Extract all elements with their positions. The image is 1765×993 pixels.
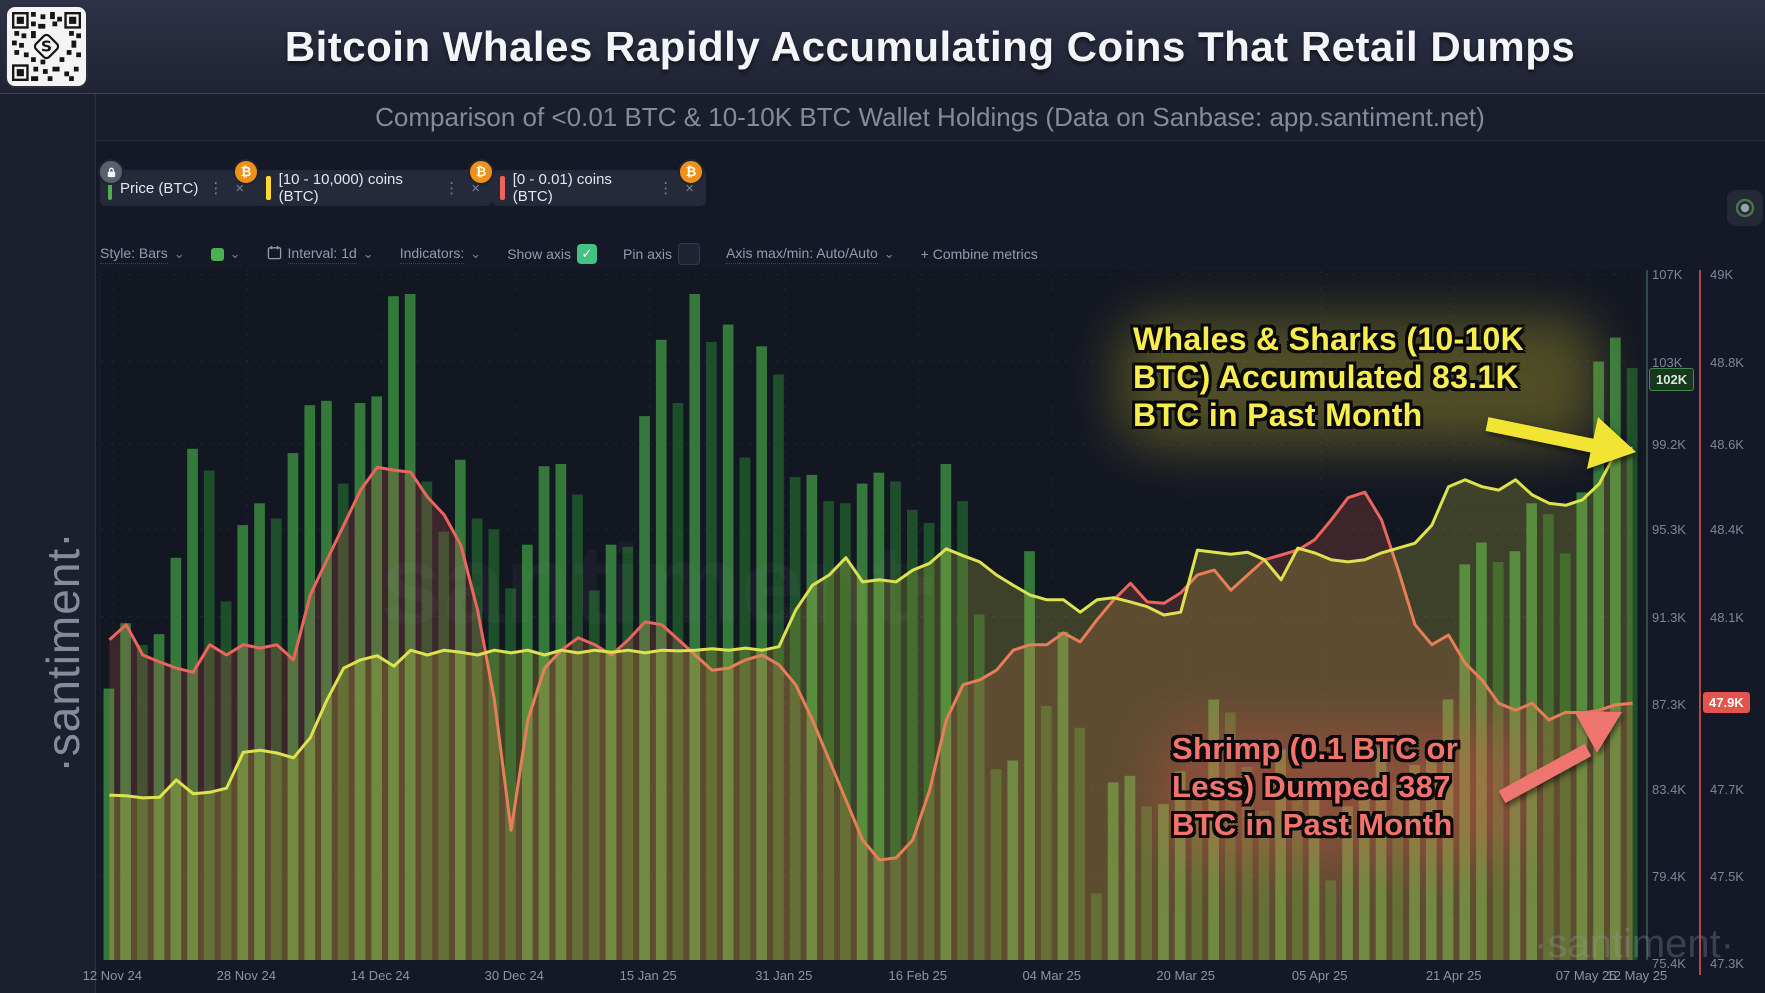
shrimp-annotation: Shrimp (0.1 BTC or Less) Dumped 387 BTC … — [1172, 731, 1459, 842]
shrimp-fill — [109, 467, 1633, 960]
whales-line — [109, 446, 1633, 800]
secondary-axis-tick: 48.1K — [1710, 609, 1744, 625]
date-axis-tick: 12 Nov 24 — [82, 968, 142, 983]
axis-maxmin-dropdown[interactable]: Axis max/min: Auto/Auto ⌄ — [726, 245, 895, 264]
bitcoin-icon: ₿ — [678, 159, 704, 185]
date-axis-tick: 04 Mar 25 — [1022, 968, 1081, 983]
kebab-menu-icon[interactable]: ⋮ — [444, 180, 460, 197]
date-axis-tick: 30 Dec 24 — [484, 968, 544, 983]
pin-axis-toggle[interactable]: Pin axis — [623, 243, 701, 265]
price-axis-tick: 95.3K — [1652, 522, 1686, 538]
header-bar: S Bitcoin Whales Rapidly Accumulating Co… — [0, 0, 1765, 94]
shrimp-current-value-badge: 47.9K — [1703, 692, 1750, 714]
secondary-axis-tick: 48.6K — [1710, 437, 1744, 453]
whales-annotation: Whales & Sharks (10-10K BTC) Accumulated… — [1133, 321, 1525, 433]
chart-settings-button[interactable] — [1727, 190, 1763, 226]
whales-fill — [109, 448, 1633, 960]
chevron-down-icon: ⌄ — [470, 246, 482, 261]
indicators-dropdown[interactable]: Indicators: ⌄ — [399, 245, 482, 264]
chart-toolbar: Style: Bars ⌄ ⌄ Interval: 1d ⌄ Indicator… — [100, 240, 1640, 268]
bitcoin-icon: ₿ — [468, 159, 494, 185]
date-axis-tick: 16 Feb 25 — [888, 968, 948, 983]
secondary-axis-tick: 49K — [1710, 267, 1734, 283]
price-axis-tick: 103K — [1652, 354, 1683, 370]
secondary-axis-line — [1699, 270, 1701, 975]
lock-icon — [98, 159, 124, 185]
price-axis-tick: 107K — [1652, 267, 1683, 283]
metric-tab-label: [10 - 10,000) coins (BTC) — [278, 171, 403, 205]
secondary-axis-tick: 47.7K — [1710, 781, 1744, 797]
metric-tab-label: Price (BTC) — [120, 179, 199, 197]
close-icon[interactable]: × — [685, 179, 694, 197]
metric-color-bar — [266, 176, 271, 200]
combine-metrics-button[interactable]: + Combine metrics — [920, 246, 1038, 262]
secondary-axis-tick: 47.5K — [1710, 869, 1744, 885]
checkbox-unchecked-icon[interactable] — [678, 243, 701, 265]
date-axis-tick: 14 Dec 24 — [350, 968, 410, 983]
page-subtitle: Comparison of <0.01 BTC & 10-10K BTC Wal… — [375, 101, 1485, 132]
price-current-value-badge: 102K — [1649, 368, 1695, 391]
svg-text:S: S — [41, 38, 52, 56]
qr-code-santiment: S — [7, 7, 86, 86]
date-axis-tick: 05 Apr 25 — [1291, 968, 1348, 983]
metric-tab-shrimp[interactable]: [0 - 0.01) coins (BTC) ⋮ × — [492, 170, 706, 206]
metric-color-bar — [500, 176, 505, 200]
date-axis-tick: 21 Apr 25 — [1425, 968, 1482, 983]
interval-dropdown[interactable]: Interval: 1d ⌄ — [267, 245, 374, 264]
price-axis-tick: 99.2K — [1652, 437, 1686, 453]
close-icon[interactable]: × — [471, 179, 480, 197]
metric-tab-whales[interactable]: [10 - 10,000) coins (BTC) ⋮ × — [258, 170, 492, 206]
checkbox-checked-icon[interactable]: ✓ — [577, 244, 597, 264]
price-axis-tick: 83.4K — [1652, 781, 1686, 797]
shrimp-line — [108, 465, 1633, 862]
price-axis-tick: 79.4K — [1652, 869, 1686, 885]
chevron-down-icon: ⌄ — [229, 246, 241, 261]
date-axis-tick: 31 Jan 25 — [755, 968, 813, 983]
page-title: Bitcoin Whales Rapidly Accumulating Coin… — [284, 22, 1576, 70]
date-axis-tick: 15 Jan 25 — [619, 968, 677, 983]
subtitle-bar: Comparison of <0.01 BTC & 10-10K BTC Wal… — [95, 94, 1765, 141]
sidebar — [0, 94, 96, 993]
style-dropdown[interactable]: Style: Bars ⌄ — [100, 245, 185, 264]
metric-tab-label: [0 - 0.01) coins (BTC) — [512, 171, 612, 205]
kebab-menu-icon[interactable]: ⋮ — [208, 180, 224, 197]
kebab-menu-icon[interactable]: ⋮ — [658, 180, 674, 197]
secondary-axis-tick: 47.3K — [1710, 956, 1744, 972]
price-axis-tick: 87.3K — [1652, 696, 1686, 712]
show-axis-toggle[interactable]: Show axis ✓ — [507, 244, 597, 264]
close-icon[interactable]: × — [235, 179, 245, 197]
metric-color-bar — [108, 176, 112, 200]
price-axis-tick: 75.4K — [1652, 956, 1686, 972]
date-axis-tick: 28 Nov 24 — [216, 968, 276, 983]
secondary-axis-tick: 48.8K — [1710, 354, 1744, 370]
color-swatch — [210, 247, 224, 261]
chevron-down-icon: ⌄ — [173, 246, 185, 261]
secondary-axis-tick: 48.4K — [1710, 522, 1744, 538]
sidebar-watermark: ·santiment· — [37, 531, 89, 773]
date-axis-tick: 07 May 25 — [1555, 968, 1617, 983]
chevron-down-icon: ⌄ — [883, 246, 895, 261]
calendar-icon — [267, 245, 282, 263]
chevron-down-icon: ⌄ — [362, 246, 374, 261]
color-swatch-dropdown[interactable]: ⌄ — [210, 246, 241, 262]
target-icon — [1735, 198, 1755, 218]
date-axis-tick: 12 May 25 — [1606, 968, 1668, 983]
price-axis-line — [1646, 270, 1648, 960]
bitcoin-icon: ₿ — [233, 159, 259, 185]
date-axis-tick: 20 Mar 25 — [1156, 968, 1215, 983]
price-axis-tick: 91.3K — [1652, 609, 1686, 625]
